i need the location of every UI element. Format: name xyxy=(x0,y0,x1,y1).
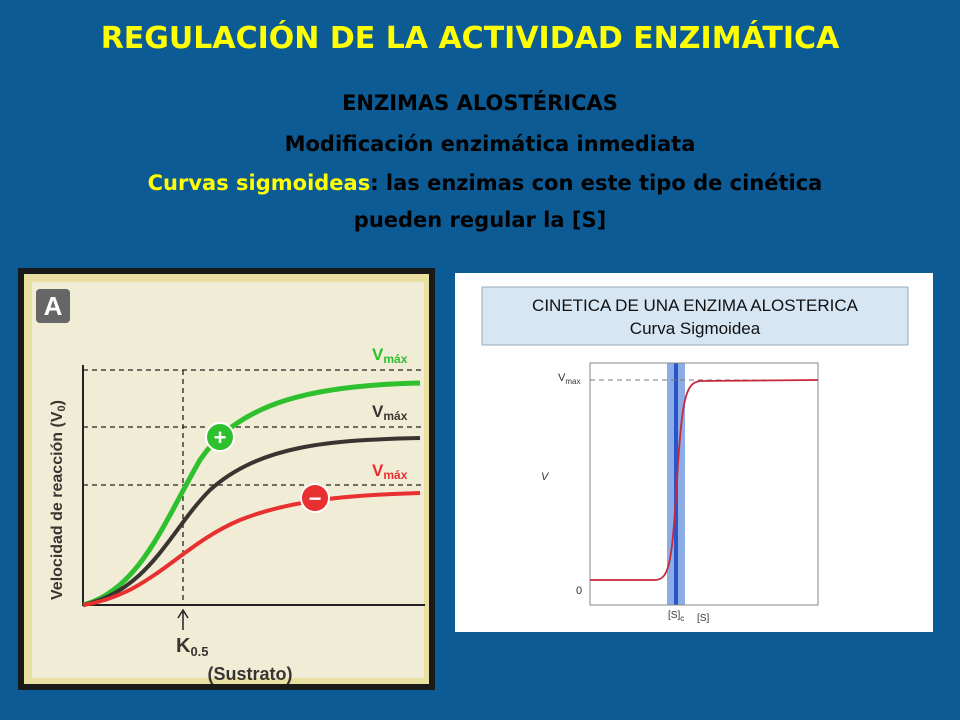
subtitle-line: pueden regular la [S] xyxy=(354,208,606,232)
arrow xyxy=(177,608,189,630)
y-axis-label: Velocidad de reacción (V0) xyxy=(49,400,68,600)
text: ) xyxy=(49,400,66,405)
plot-frame xyxy=(589,362,819,606)
figure-title: CINETICA DE UNA ENZIMA ALOSTERICA xyxy=(532,296,859,315)
text: V xyxy=(372,345,384,364)
x-axis-label: (Sustrato) xyxy=(208,664,293,684)
minus-icon xyxy=(300,483,330,513)
plot-bg xyxy=(32,282,424,678)
text: [S] xyxy=(668,610,680,621)
x-axis-label: [S] xyxy=(697,613,709,624)
text: V xyxy=(558,372,566,384)
subtitle-line: Curvas sigmoideas: las enzimas con este … xyxy=(148,171,823,195)
curve-activated xyxy=(82,380,421,608)
subtitle-line: Modificación enzimática inmediata xyxy=(285,132,696,156)
plus-sign: + xyxy=(214,425,227,450)
text: : las enzimas con este tipo de cinética xyxy=(370,171,822,195)
vmax-label: Vmáx xyxy=(372,461,408,482)
text: 0 xyxy=(56,405,68,411)
title: REGULACIÓN DE LA ACTIVIDAD ENZIMÁTICA xyxy=(101,19,840,56)
sc-label: [S]c xyxy=(668,610,684,623)
figure-a: A + − Vmáx Vmáx Vmáx Velocidad de reacci… xyxy=(18,268,435,690)
panel-label: A xyxy=(44,291,63,321)
sigmoid-curve xyxy=(590,379,819,581)
minus-sign: − xyxy=(309,486,322,511)
text: max xyxy=(565,377,580,386)
text: K xyxy=(176,635,191,657)
text: V xyxy=(372,461,384,480)
figure-subtitle: Curva Sigmoidea xyxy=(630,319,761,338)
text: c xyxy=(680,614,684,623)
highlight: Curvas sigmoideas xyxy=(148,171,371,195)
k-label: K0.5 xyxy=(176,635,209,659)
text: 0.5 xyxy=(190,644,208,659)
vmax-label: Vmáx xyxy=(372,402,408,423)
vmax-label: Vmáx xyxy=(372,345,408,366)
subtitle-line: ENZIMAS ALOSTÉRICAS xyxy=(342,90,618,115)
title-box xyxy=(481,286,909,346)
text: máx xyxy=(383,352,407,366)
panel-badge xyxy=(36,289,70,323)
curve-inhibited xyxy=(82,491,421,607)
text: V xyxy=(372,402,384,421)
text: máx xyxy=(383,468,407,482)
text: máx xyxy=(383,409,407,423)
figure-b: CINETICA DE UNA ENZIMA ALOSTERICA Curva … xyxy=(455,273,933,632)
zero-label: 0 xyxy=(576,585,582,597)
vmax-label: Vmax xyxy=(558,372,580,386)
text: Velocidad de reacción (V xyxy=(49,411,66,600)
curve-normal xyxy=(82,436,421,607)
y-axis-label: V xyxy=(541,471,550,483)
plus-icon xyxy=(205,422,235,452)
